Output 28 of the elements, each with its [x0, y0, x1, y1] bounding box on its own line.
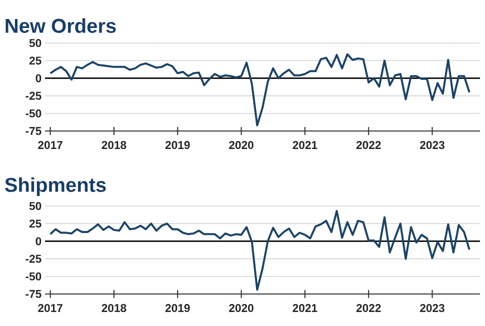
x-tick-label: 2021: [292, 304, 318, 312]
y-tick-label: -75: [26, 127, 42, 135]
y-tick-label: 50: [29, 202, 42, 210]
y-tick-label: -50: [26, 272, 42, 280]
x-tick-label: 2019: [165, 141, 190, 150]
y-tick-label: -25: [26, 254, 42, 263]
x-tick-label: 2021: [292, 141, 318, 150]
y-tick-label: 50: [29, 38, 42, 48]
y-tick-label: -25: [26, 92, 42, 100]
x-tick-label: 2020: [229, 141, 254, 150]
x-tick-label: 2018: [102, 304, 126, 312]
y-tick-label: 25: [29, 56, 42, 65]
y-tick-label: 0: [36, 74, 42, 82]
y-tick-label: -50: [26, 109, 42, 118]
chart-title: Shipments: [4, 177, 106, 196]
y-tick-label: 0: [36, 237, 42, 246]
x-tick-label: 2017: [38, 141, 62, 150]
x-tick-label: 2022: [356, 304, 381, 312]
x-tick-label: 2018: [102, 141, 126, 150]
x-tick-label: 2022: [356, 141, 381, 150]
x-tick-label: 2023: [420, 141, 444, 150]
x-tick-label: 2017: [38, 304, 62, 312]
x-tick-label: 2019: [165, 304, 190, 312]
y-tick-label: 25: [29, 220, 42, 228]
y-tick-label: -75: [26, 290, 42, 298]
chart-title: New Orders: [6, 18, 116, 33]
x-tick-label: 2020: [229, 304, 254, 312]
x-tick-label: 2023: [420, 304, 444, 312]
